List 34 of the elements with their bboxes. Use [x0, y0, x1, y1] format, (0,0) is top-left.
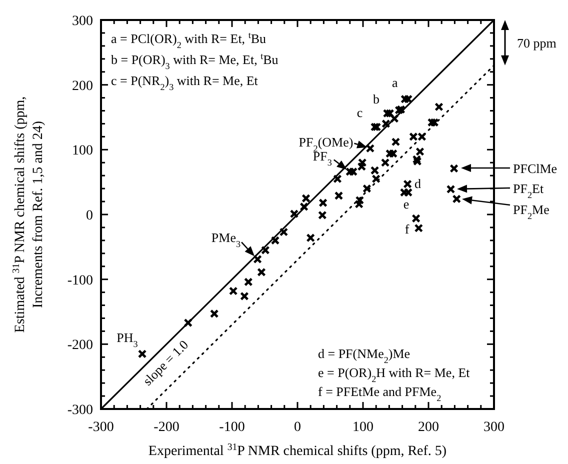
- y-tick-label: -200: [67, 338, 93, 354]
- y-tick-label: 300: [72, 14, 93, 29]
- annotation: b: [372, 91, 380, 106]
- annotation: c: [356, 104, 363, 120]
- text: PFClMe: [513, 161, 558, 176]
- y-tick-label: -100: [67, 273, 93, 288]
- annotation: PF$_{2}$(OMe): [298, 134, 354, 154]
- annotation: PH$_{3}$: [116, 330, 138, 349]
- annotation: d = PF(NMe$_{2}$)Me: [318, 346, 410, 365]
- x-tick-label: -300: [88, 420, 114, 435]
- x-axis-title: Experimental $^{31}$P NMR chemical shifts (ppm, Ref. 5): [148, 442, 447, 459]
- y-tick-label: 0: [86, 208, 93, 224]
- x-tick-label: -200: [154, 420, 180, 435]
- x-tick-label: 0: [294, 420, 301, 435]
- y-tick-label: -300: [67, 403, 93, 418]
- x-tick-label: -100: [219, 420, 245, 435]
- annotation: f = PFEtMe and PFMe$_{2}$: [318, 384, 442, 403]
- x-tick-label: 300: [484, 420, 504, 435]
- x-tick-label: 200: [418, 420, 439, 435]
- y-tick-label: 100: [72, 144, 93, 159]
- y-tick-label: 200: [72, 78, 93, 94]
- text: PF$_{2}$Me: [513, 202, 550, 221]
- annotation: e = P(OR)$_{2}$H with R= Me, Et: [318, 365, 470, 384]
- annotation: PMe$_{3}$: [211, 230, 241, 250]
- annotation: e: [403, 196, 410, 212]
- text: 70 ppm: [517, 36, 556, 51]
- x-tick-label: 100: [352, 420, 374, 435]
- annotation: a = PCl(OR)$_{2}$ with R= Et, $^{t}$Bu: [111, 30, 267, 50]
- text: PF$_{2}$Et: [513, 181, 544, 200]
- annotation: c = P(NR$_{2}$)$_{3}$ with R= Me, Et: [111, 73, 258, 92]
- annotation: d: [414, 176, 422, 192]
- annotation: a: [392, 75, 398, 90]
- annotation: b = P(OR)$_{3}$ with R= Me, Et, $^{t}$Bu: [111, 51, 279, 71]
- annotation: f: [404, 221, 410, 236]
